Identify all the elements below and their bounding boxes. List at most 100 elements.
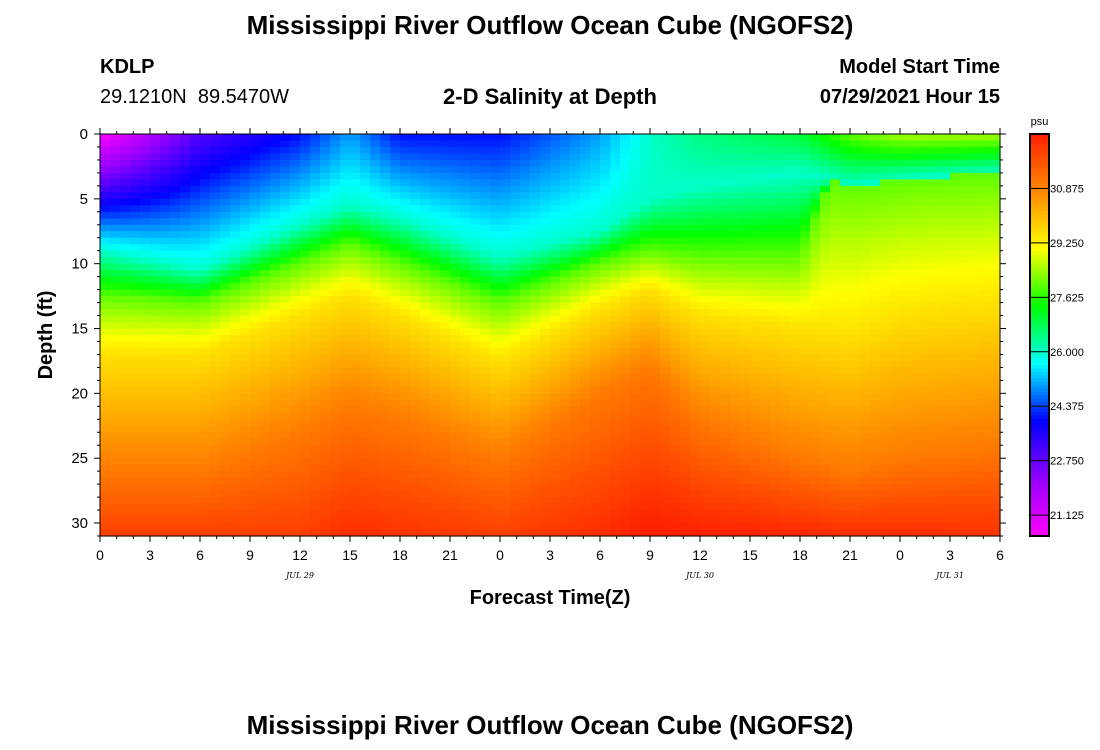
heatmap-cell xyxy=(860,276,871,284)
heatmap-cell xyxy=(180,380,191,388)
heatmap-cell xyxy=(600,159,611,168)
heatmap-cell xyxy=(250,503,261,511)
heatmap-cell xyxy=(370,471,381,479)
heatmap-cell xyxy=(690,172,701,180)
heatmap-cell xyxy=(750,237,761,245)
heatmap-cell xyxy=(310,205,321,213)
heatmap-cell xyxy=(580,296,591,304)
heatmap-cell xyxy=(740,159,751,168)
heatmap-cell xyxy=(140,451,151,459)
heatmap-cell xyxy=(770,315,781,323)
heatmap-cell xyxy=(310,523,321,531)
heatmap-cell xyxy=(830,140,841,148)
heatmap-cell xyxy=(110,335,121,343)
heatmap-cell xyxy=(270,302,281,310)
heatmap-cell xyxy=(170,159,181,168)
heatmap-cell xyxy=(880,328,891,336)
heatmap-cell xyxy=(750,419,761,427)
heatmap-cell xyxy=(870,146,881,155)
heatmap-cell xyxy=(670,179,681,187)
heatmap-cell xyxy=(510,354,521,362)
heatmap-cell xyxy=(240,322,251,330)
heatmap-cell xyxy=(790,328,801,336)
heatmap-cell xyxy=(240,367,251,375)
heatmap-cell xyxy=(260,205,271,213)
heatmap-cell xyxy=(340,192,351,200)
heatmap-cell xyxy=(460,322,471,330)
heatmap-cell xyxy=(110,406,121,414)
heatmap-cell xyxy=(300,412,311,420)
heatmap-cell xyxy=(480,347,491,356)
heatmap-cell xyxy=(700,296,711,304)
heatmap-cell xyxy=(300,198,311,206)
heatmap-cell xyxy=(130,218,141,226)
heatmap-cell xyxy=(450,192,461,200)
heatmap-cell xyxy=(850,179,861,187)
heatmap-cell xyxy=(180,185,191,193)
heatmap-cell xyxy=(480,354,491,362)
heatmap-cell xyxy=(130,341,141,349)
heatmap-cell xyxy=(360,373,371,381)
heatmap-cell xyxy=(120,432,131,440)
heatmap-cell xyxy=(230,257,241,265)
heatmap-cell xyxy=(270,419,281,427)
heatmap-cell xyxy=(340,406,351,414)
heatmap-cell xyxy=(680,146,691,155)
heatmap-cell xyxy=(270,289,281,297)
heatmap-cell xyxy=(790,134,801,142)
heatmap-cell xyxy=(480,134,491,142)
heatmap-cell xyxy=(160,146,171,155)
heatmap-cell xyxy=(550,309,561,317)
heatmap-cell xyxy=(840,237,851,245)
heatmap-cell xyxy=(670,516,681,524)
heatmap-cell xyxy=(240,276,251,284)
heatmap-cell xyxy=(200,153,211,161)
heatmap-cell xyxy=(870,516,881,524)
heatmap-cell xyxy=(530,406,541,414)
heatmap-cell xyxy=(310,263,321,271)
heatmap-cell xyxy=(150,244,161,252)
heatmap-cell xyxy=(730,380,741,388)
heatmap-cell xyxy=(500,250,511,258)
heatmap-cell xyxy=(580,406,591,414)
heatmap-cell xyxy=(320,432,331,440)
heatmap-cell xyxy=(390,406,401,414)
heatmap-cell xyxy=(330,192,341,200)
heatmap-cell xyxy=(700,419,711,427)
heatmap-cell xyxy=(550,270,561,278)
heatmap-cell xyxy=(660,341,671,349)
heatmap-cell xyxy=(670,309,681,317)
heatmap-cell xyxy=(120,309,131,317)
heatmap-cell xyxy=(200,250,211,258)
heatmap-cell xyxy=(670,146,681,155)
heatmap-cell xyxy=(140,529,151,537)
heatmap-cell xyxy=(760,373,771,381)
heatmap-cell xyxy=(630,445,641,453)
heatmap-cell xyxy=(730,341,741,349)
heatmap-cell xyxy=(500,224,511,232)
heatmap-cell xyxy=(430,484,441,492)
heatmap-cell xyxy=(860,354,871,362)
heatmap-cell xyxy=(220,250,231,258)
heatmap-cell xyxy=(130,490,141,498)
heatmap-cell xyxy=(750,425,761,433)
heatmap-cell xyxy=(610,438,621,446)
heatmap-cell xyxy=(700,250,711,258)
heatmap-cell xyxy=(370,231,381,239)
heatmap-cell xyxy=(540,302,551,310)
heatmap-cell xyxy=(870,393,881,401)
heatmap-cell xyxy=(890,172,901,180)
heatmap-cell xyxy=(740,231,751,239)
heatmap-cell xyxy=(770,510,781,518)
heatmap-cell xyxy=(640,438,651,446)
heatmap-cell xyxy=(830,309,841,317)
heatmap-cell xyxy=(770,328,781,336)
heatmap-cell xyxy=(210,425,221,433)
heatmap-cell xyxy=(300,134,311,142)
heatmap-cell xyxy=(310,445,321,453)
heatmap-cell xyxy=(860,399,871,407)
heatmap-cell xyxy=(850,490,861,498)
heatmap-cell xyxy=(520,438,531,446)
heatmap-cell xyxy=(770,471,781,479)
heatmap-cell xyxy=(580,503,591,511)
